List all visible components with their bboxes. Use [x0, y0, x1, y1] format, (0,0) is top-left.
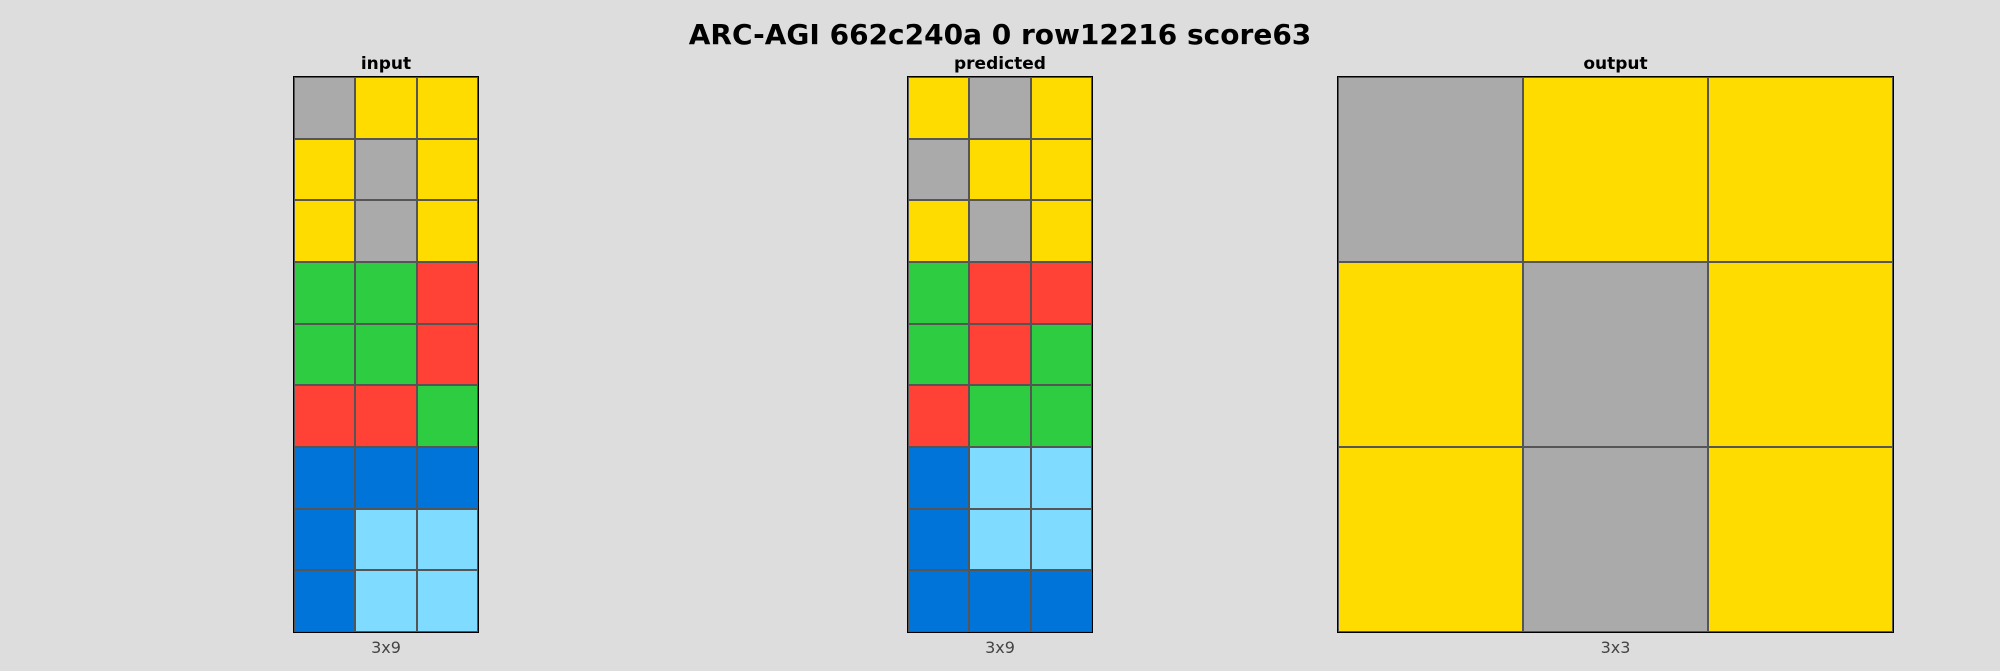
predicted-cell-r8-c2: [1030, 570, 1092, 632]
input-cell-r0-c1: [355, 77, 417, 139]
input-cell-r6-c1: [355, 447, 417, 509]
predicted-cell-r4-c1: [969, 323, 1031, 386]
output-panel: output 3x3: [1337, 53, 1894, 663]
input-cell-r2-c2: [416, 200, 478, 262]
input-cell-r8-c1: [355, 570, 417, 632]
output-panel-title: output: [1583, 54, 1648, 74]
predicted-cell-r0-c1: [969, 77, 1031, 139]
input-cell-r4-c1: [355, 323, 417, 386]
input-cell-r2-c0: [294, 200, 356, 262]
output-cell-r2-c2: [1708, 447, 1893, 632]
output-grid: [1337, 76, 1894, 633]
input-cell-r8-c0: [294, 570, 356, 632]
input-grid: [293, 76, 479, 633]
predicted-cell-r3-c1: [969, 262, 1031, 324]
input-cell-r7-c1: [355, 508, 417, 571]
input-panel: input 3x9: [293, 53, 479, 663]
input-cell-r7-c0: [294, 508, 356, 571]
input-panel-title: input: [360, 54, 412, 74]
input-cell-r3-c0: [294, 262, 356, 324]
predicted-cell-r3-c0: [908, 262, 970, 324]
output-cell-r1-c2: [1708, 262, 1893, 447]
predicted-cell-r1-c1: [969, 138, 1031, 201]
predicted-cell-r3-c2: [1030, 262, 1092, 324]
input-cell-r3-c2: [416, 262, 478, 324]
predicted-cell-r7-c2: [1030, 508, 1092, 571]
predicted-cell-r5-c0: [908, 385, 970, 447]
predicted-cell-r4-c0: [908, 323, 970, 386]
predicted-cell-r5-c1: [969, 385, 1031, 447]
input-cell-r3-c1: [355, 262, 417, 324]
input-cell-r1-c2: [416, 138, 478, 201]
input-cell-r6-c2: [416, 447, 478, 509]
input-cell-r1-c0: [294, 138, 356, 201]
input-cell-r1-c1: [355, 138, 417, 201]
input-cell-r4-c0: [294, 323, 356, 386]
output-grid-dimensions: 3x3: [1600, 638, 1631, 657]
predicted-cell-r1-c0: [908, 138, 970, 201]
input-cell-r2-c1: [355, 200, 417, 262]
predicted-grid-dimensions: 3x9: [985, 638, 1015, 657]
predicted-cell-r8-c1: [969, 570, 1031, 632]
input-cell-r6-c0: [294, 447, 356, 509]
output-cell-r0-c0: [1338, 77, 1523, 262]
input-cell-r5-c0: [294, 385, 356, 447]
output-cell-r2-c1: [1523, 447, 1708, 632]
predicted-cell-r6-c1: [969, 447, 1031, 509]
output-cell-r0-c2: [1708, 77, 1893, 262]
predicted-grid: [907, 76, 1093, 633]
input-cell-r5-c1: [355, 385, 417, 447]
predicted-cell-r0-c0: [908, 77, 970, 139]
predicted-cell-r7-c1: [969, 508, 1031, 571]
output-cell-r0-c1: [1523, 77, 1708, 262]
output-cell-r2-c0: [1338, 447, 1523, 632]
predicted-cell-r2-c2: [1030, 200, 1092, 262]
input-cell-r4-c2: [416, 323, 478, 386]
predicted-panel: predicted 3x9: [907, 53, 1093, 663]
figure-title: ARC-AGI 662c240a 0 row12216 score63: [688, 18, 1312, 51]
predicted-cell-r2-c1: [969, 200, 1031, 262]
predicted-cell-r8-c0: [908, 570, 970, 632]
input-grid-dimensions: 3x9: [371, 638, 401, 657]
predicted-cell-r6-c2: [1030, 447, 1092, 509]
input-cell-r5-c2: [416, 385, 478, 447]
input-cell-r8-c2: [416, 570, 478, 632]
predicted-cell-r0-c2: [1030, 77, 1092, 139]
predicted-cell-r4-c2: [1030, 323, 1092, 386]
predicted-cell-r1-c2: [1030, 138, 1092, 201]
predicted-cell-r7-c0: [908, 508, 970, 571]
output-cell-r1-c1: [1523, 262, 1708, 447]
input-cell-r7-c2: [416, 508, 478, 571]
input-cell-r0-c2: [416, 77, 478, 139]
output-cell-r1-c0: [1338, 262, 1523, 447]
input-cell-r0-c0: [294, 77, 356, 139]
predicted-cell-r6-c0: [908, 447, 970, 509]
predicted-panel-title: predicted: [954, 54, 1046, 74]
predicted-cell-r2-c0: [908, 200, 970, 262]
predicted-cell-r5-c2: [1030, 385, 1092, 447]
